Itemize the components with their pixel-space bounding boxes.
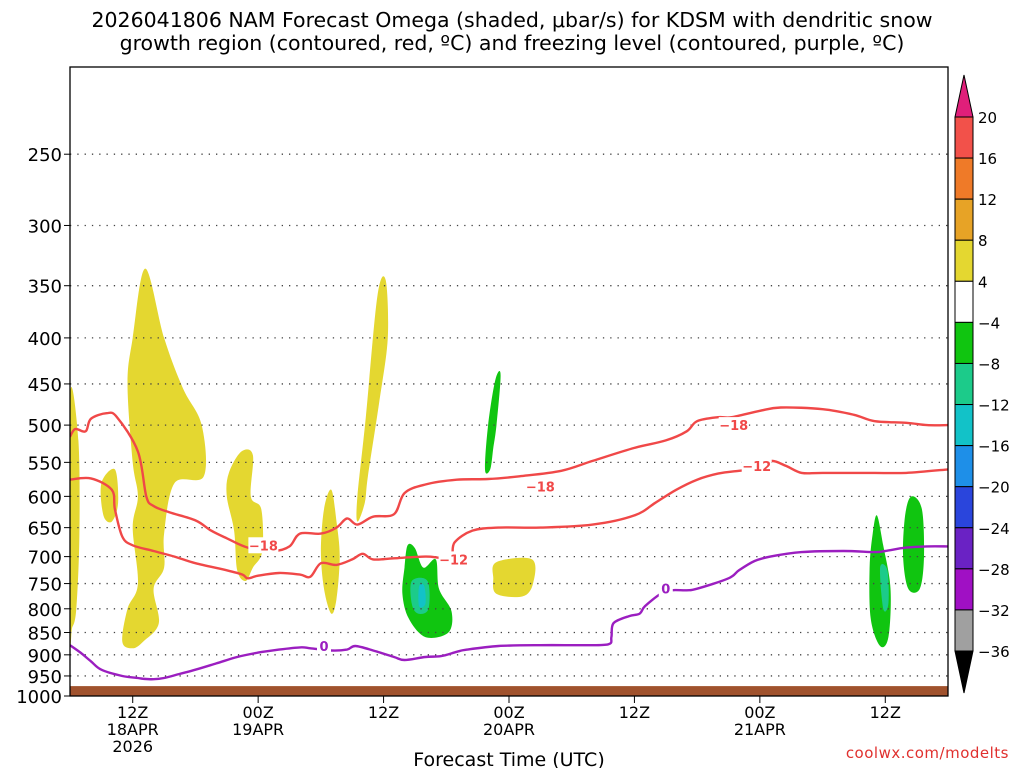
y-tick-label-600: 600 [28, 487, 62, 508]
y-tick-label-400: 400 [28, 329, 62, 350]
colorbar-label-3: 8 [978, 232, 988, 250]
site-credit: coolwx.com/modelts [845, 744, 1009, 762]
contour-label-bg-dendritic--12-lower-1 [741, 457, 772, 474]
y-tick-label-650: 650 [28, 519, 62, 540]
chart-title-line-2: growth region (contoured, red, ºC) and f… [119, 31, 905, 55]
ground-layer [70, 686, 948, 696]
omega-region-rising-mid [226, 449, 264, 582]
contour-label-bg-dendritic--18-upper-1 [525, 478, 556, 495]
x-tick-label-66-1: 21APR [734, 720, 786, 739]
colorbar-label-5: −4 [978, 314, 1000, 332]
contour-label-bg-dendritic--18-upper-2 [718, 417, 749, 434]
contour-label-bg-dendritic--12-lower-0 [438, 551, 469, 568]
x-tick-label-54-0: 12Z [619, 703, 650, 722]
colorbar-bin--12to-8 [954, 362, 974, 406]
omega-region-sinking-c-core [879, 564, 889, 612]
axes-layer: 2503003504004505005506006507007508008509… [16, 66, 949, 756]
contour-label-freezing-level-0-1: 0 [661, 583, 670, 598]
contour-label-dendritic--18-upper-1: −18 [526, 480, 555, 495]
omega-region-rising-narrow [320, 489, 340, 614]
y-tick-label-700: 700 [28, 548, 62, 569]
omega-region-sinking-a-inner [418, 583, 426, 608]
y-tick-label-500: 500 [28, 416, 62, 437]
omega-region-rising-main [122, 268, 207, 649]
x-tick-label-42-1: 20APR [483, 720, 535, 739]
contour-label-bg-freezing-level-0-1 [658, 580, 673, 597]
x-tick-label-78-0: 12Z [870, 703, 901, 722]
x-tick-label-18-0: 00Z [242, 703, 273, 722]
contour-layer: −18 −18 −18 −12 −12 0 0 [70, 406, 948, 681]
y-tick-label-550: 550 [28, 453, 62, 474]
x-axis-label: Forecast Time (UTC) [413, 749, 604, 768]
x-tick-label-42-0: 00Z [493, 703, 524, 722]
contour-freezing-level-0 [70, 545, 948, 681]
x-tick-label-18-1: 19APR [232, 720, 284, 739]
colorbar-label-1: 16 [978, 150, 997, 168]
y-tick-label-750: 750 [28, 575, 62, 596]
colorbar-label-0: 20 [978, 109, 997, 127]
colorbar-label-4: 4 [978, 273, 988, 291]
colorbar-label-11: −28 [978, 561, 1010, 579]
colorbar-label-12: −32 [978, 602, 1010, 620]
colorbar-bin--4to4 [954, 280, 974, 323]
colorbar-label-8: −16 [978, 438, 1010, 456]
contour-label-dendritic--12-lower-1: −12 [742, 460, 771, 475]
y-tick-label-950: 950 [28, 667, 62, 688]
contour-label-dendritic--12-lower-0: −12 [439, 553, 468, 568]
colorbar: 20 16 12 8 4 −4 −8 −12 −16 −20 −24 −28 −32 −36 [954, 74, 1010, 694]
colorbar-label-7: −12 [978, 397, 1010, 415]
y-tick-label-250: 250 [28, 145, 62, 166]
colorbar-bin--36to-32 [954, 609, 974, 652]
x-tick-label-30-0: 12Z [368, 703, 399, 722]
y-tick-label-850: 850 [28, 623, 62, 644]
contour-label-bg-dendritic--18-upper-0 [248, 537, 279, 554]
colorbar-bin--8to-4 [954, 321, 974, 364]
omega-region-sinking-d [902, 496, 925, 593]
y-tick-label-450: 450 [28, 375, 62, 396]
omega-region-rising-tall [356, 276, 389, 522]
y-tick-label-900: 900 [28, 646, 62, 667]
x-tick-label-66-0: 00Z [744, 703, 775, 722]
colorbar-bottom-arrow [954, 650, 974, 694]
grid-layer [70, 153, 948, 677]
x-tick-label-6-1: 18APR [107, 720, 159, 739]
ground-fill [70, 686, 948, 696]
colorbar-label-13: −36 [978, 643, 1010, 661]
omega-region-sinking-b [484, 371, 501, 474]
colorbar-label-6: −8 [978, 355, 1000, 373]
colorbar-label-9: −20 [978, 479, 1010, 497]
omega-region-sinking-c [869, 515, 891, 648]
x-tick-label-6-0: 12Z [117, 703, 148, 722]
omega-region-rising-edge [70, 387, 80, 646]
y-tick-label-800: 800 [28, 600, 62, 621]
y-tick-label-350: 350 [28, 277, 62, 298]
contour-dendritic--18-upper [70, 406, 948, 553]
colorbar-bin--20to-16 [954, 445, 974, 488]
colorbar-bin--24to-20 [954, 486, 974, 529]
contour-label-dendritic--18-upper-0: −18 [249, 539, 278, 554]
plot-frame [69, 66, 949, 697]
chart-title-line-1: 2026041806 NAM Forecast Omega (shaded, μ… [91, 8, 933, 32]
colorbar-bin-4to8 [954, 239, 974, 282]
contour-label-dendritic--18-upper-2: −18 [719, 419, 748, 434]
x-tick-label-6-2: 2026 [112, 737, 153, 756]
omega-region-rising-small [492, 557, 536, 598]
colorbar-bin--16to-12 [954, 404, 974, 447]
colorbar-bin-8to12 [954, 198, 974, 241]
colorbar-bin-16to20 [954, 116, 974, 159]
y-tick-label-300: 300 [28, 216, 62, 237]
omega-shading-layer [70, 268, 925, 649]
colorbar-bin--28to-24 [954, 527, 974, 570]
y-tick-label-1000: 1000 [16, 687, 62, 708]
colorbar-label-2: 12 [978, 191, 997, 209]
contour-label-freezing-level-0-0: 0 [319, 640, 328, 655]
contour-label-bg-freezing-level-0-0 [316, 638, 331, 655]
colorbar-label-10: −24 [978, 520, 1010, 538]
colorbar-top-arrow [954, 74, 974, 118]
colorbar-bin--32to-28 [954, 568, 974, 611]
colorbar-bin-12to16 [954, 157, 974, 200]
